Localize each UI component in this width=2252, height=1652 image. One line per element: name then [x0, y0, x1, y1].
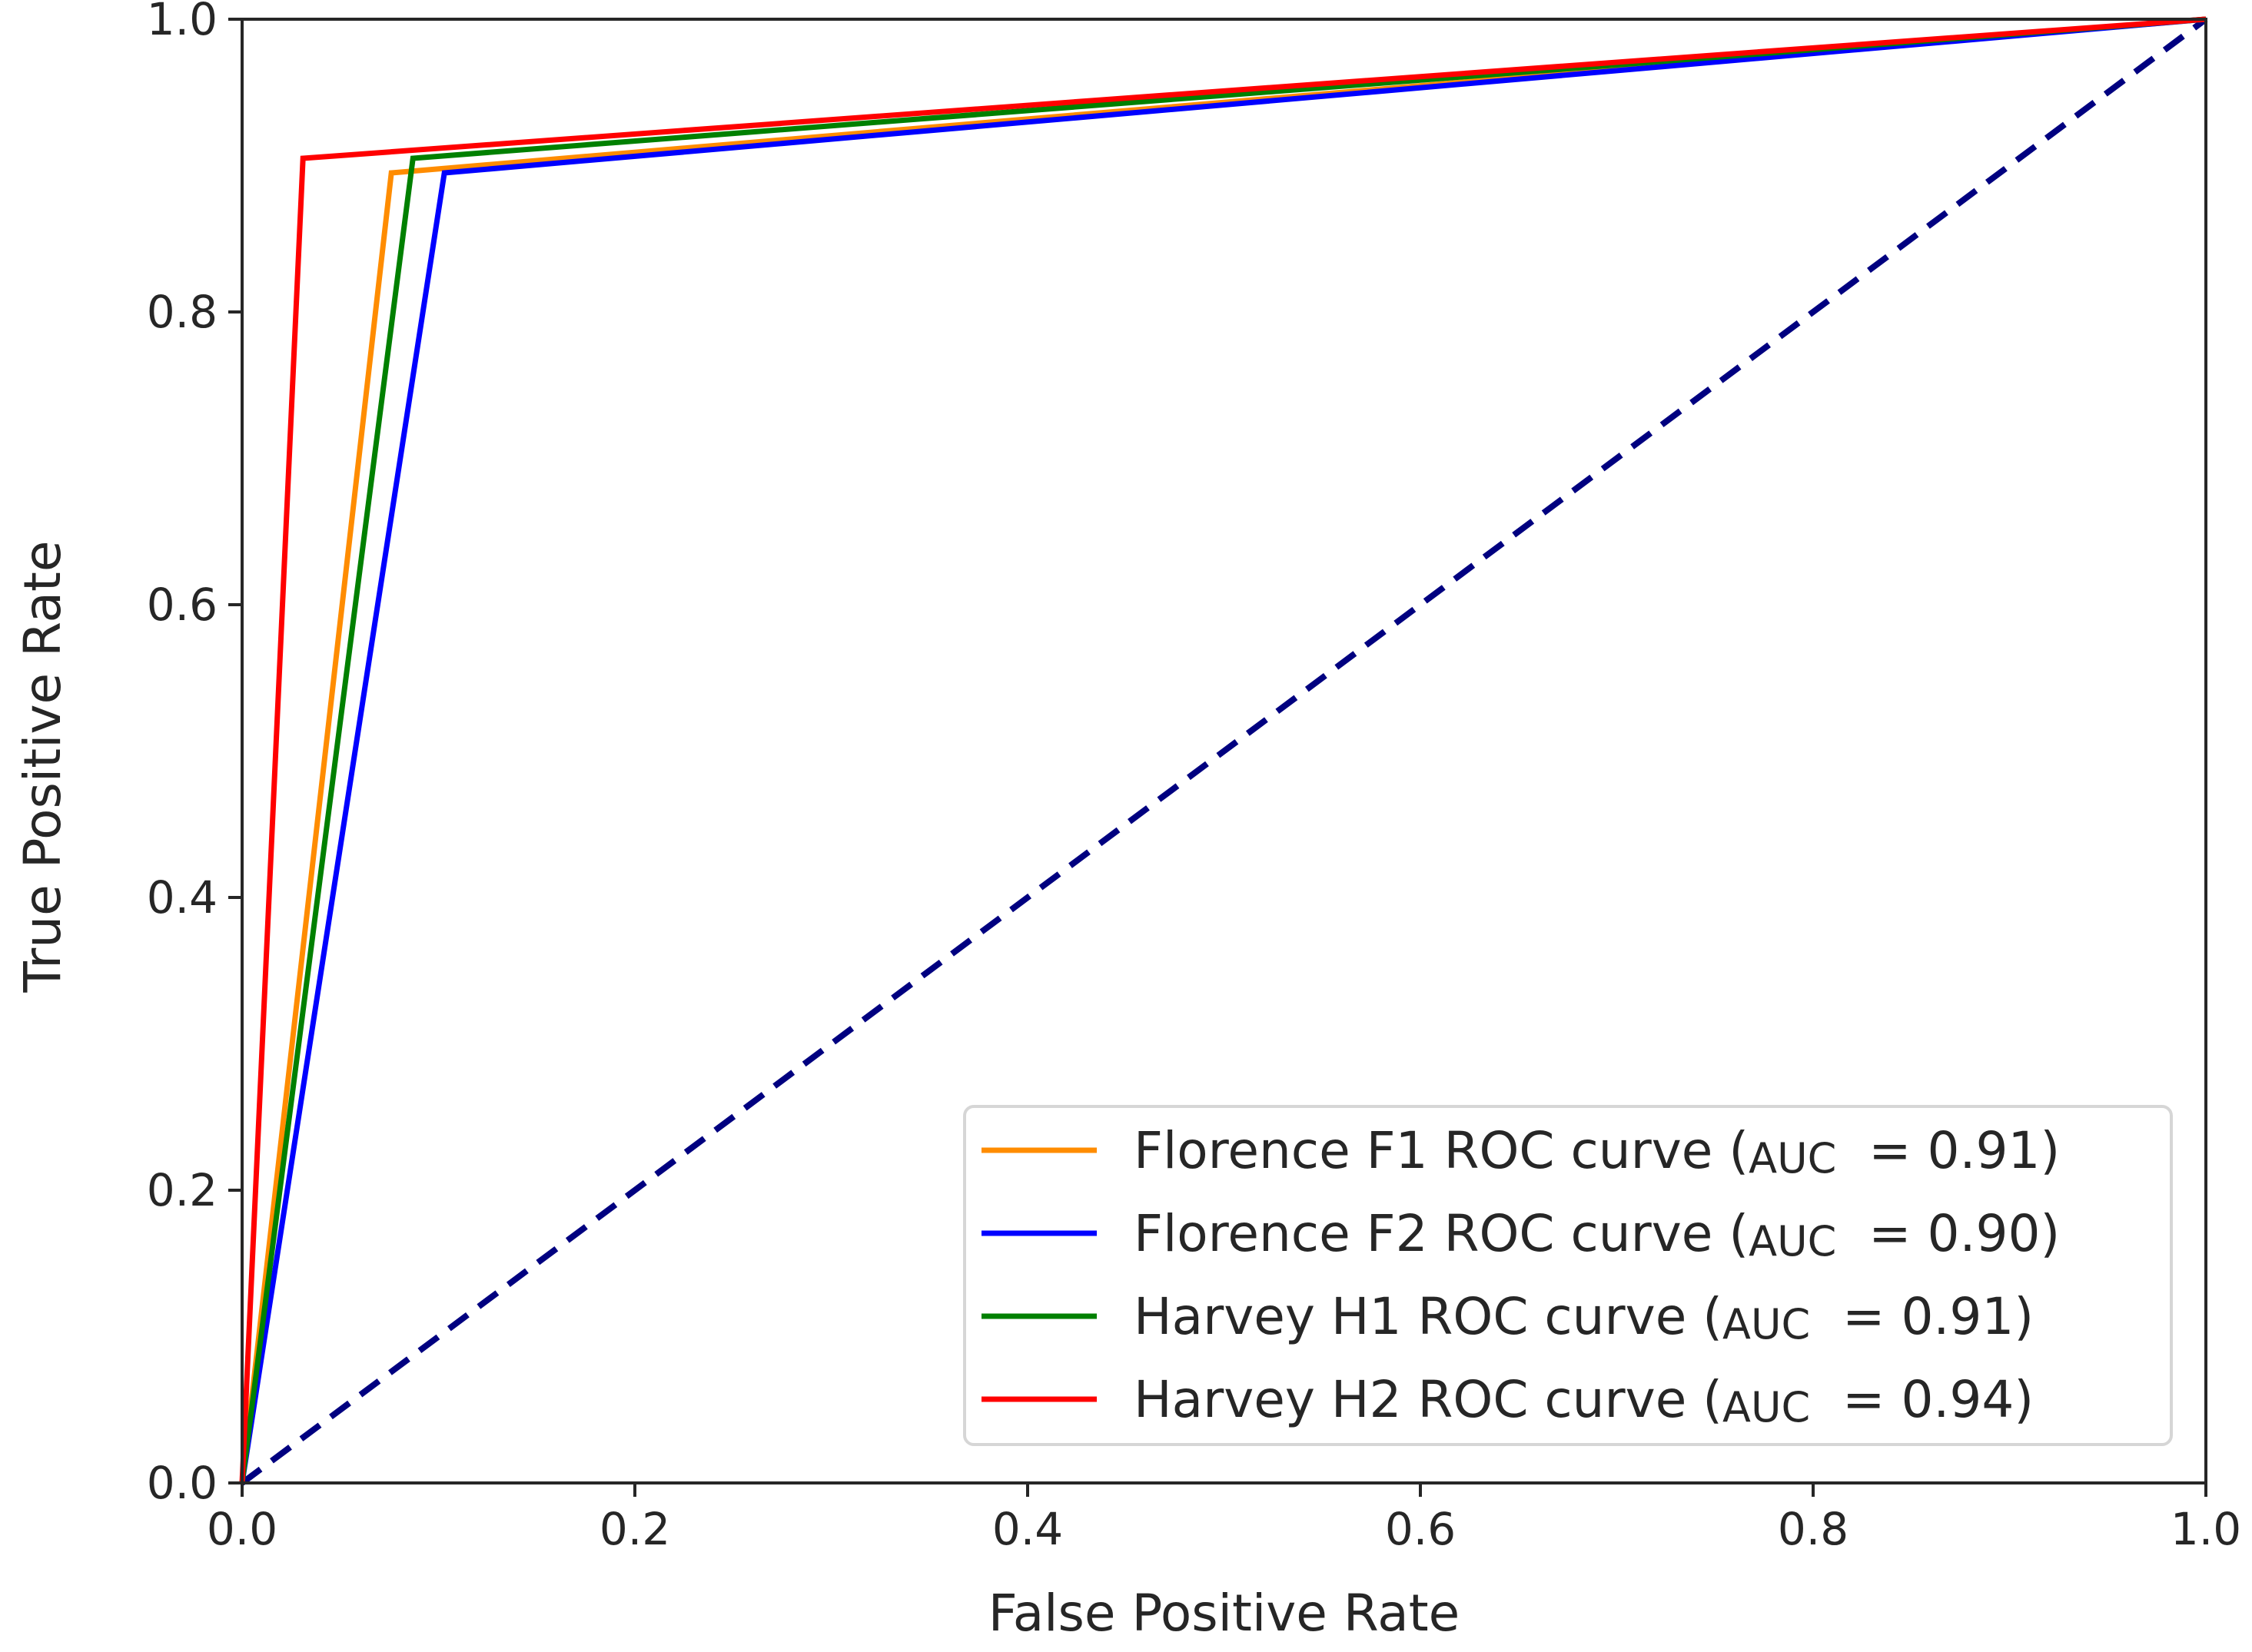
legend-label: Florence F1 ROC curve ( [1134, 1121, 1749, 1180]
series-line-harvey-h2-roc-curve [239, 16, 2207, 1484]
legend-auc-value: = 0.91) [1810, 1287, 2034, 1346]
legend-box [963, 1105, 2173, 1446]
y-tick-label: 1.0 [147, 0, 218, 45]
x-tick-label: 0.0 [207, 1503, 277, 1555]
y-tick-label: 0.8 [147, 286, 218, 338]
legend-entry-harvey-h1-roc-curve: Harvey H1 ROC curve (AUC = 0.91) [1134, 1287, 2034, 1348]
legend-entry-harvey-h2-roc-curve: Harvey H2 ROC curve (AUC = 0.94) [1134, 1370, 2034, 1431]
legend-auc-label: AUC [1722, 1383, 1810, 1431]
y-tick-label: 0.4 [147, 871, 218, 924]
legend-entry-florence-f1-roc-curve: Florence F1 ROC curve (AUC = 0.91) [1134, 1121, 2060, 1183]
x-tick-label: 1.0 [2171, 1503, 2241, 1555]
y-axis-label: True Positive Rate [13, 541, 72, 994]
reference-diagonal-line [240, 16, 2208, 1486]
legend-entry-florence-f2-roc-curve: Florence F2 ROC curve (AUC = 0.90) [1134, 1204, 2060, 1266]
x-tick-label: 0.2 [600, 1503, 670, 1555]
legend-auc-label: AUC [1722, 1300, 1810, 1348]
axes: 0.0 0.2 0.4 0.6 0.8 1.0 0.0 0.2 0.4 0.6 0.8 1.0 [147, 0, 2241, 1555]
y-tick-label: 0.0 [147, 1457, 218, 1509]
x-tick-label: 0.4 [992, 1503, 1063, 1555]
legend-label: Harvey H2 ROC curve ( [1134, 1370, 1722, 1429]
legend: Florence F1 ROC curve (AUC = 0.91)Floren… [963, 1105, 2173, 1446]
axes-frame [241, 18, 2207, 1484]
y-tick-label: 0.2 [147, 1164, 218, 1216]
legend-auc-label: AUC [1749, 1217, 1836, 1266]
legend-auc-value: = 0.94) [1810, 1370, 2034, 1429]
y-tick-label: 0.6 [147, 579, 218, 631]
x-tick-label: 0.6 [1385, 1503, 1456, 1555]
legend-auc-label: AUC [1749, 1134, 1836, 1183]
legend-auc-value: = 0.90) [1836, 1204, 2060, 1263]
series-line-florence-f2-roc-curve [239, 16, 2207, 1484]
legend-label: Harvey H1 ROC curve ( [1134, 1287, 1722, 1346]
legend-label: Florence F2 ROC curve ( [1134, 1204, 1749, 1263]
plot-area [239, 16, 2208, 1486]
x-tick-label: 0.8 [1778, 1503, 1848, 1555]
x-axis-label: False Positive Rate [988, 1584, 1460, 1643]
legend-auc-value: = 0.91) [1836, 1121, 2060, 1180]
